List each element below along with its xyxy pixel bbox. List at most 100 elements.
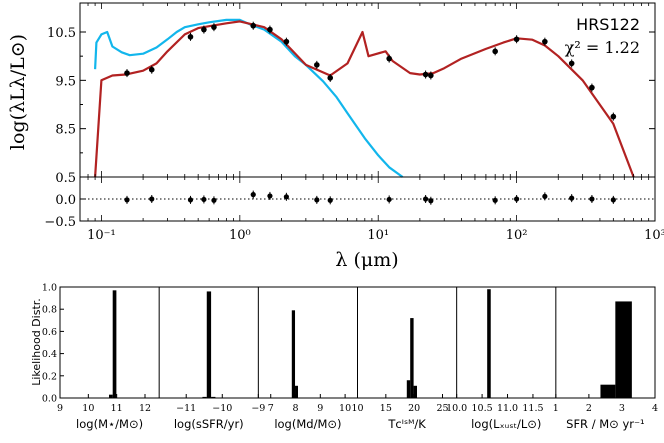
hist-xlabel: log(sSFR/yr) <box>174 417 244 431</box>
hist-y-tick-label: 0.0 <box>42 394 57 405</box>
hist-y-tick-label: 0.8 <box>42 305 57 316</box>
attenuated-model-line <box>94 20 635 178</box>
residual-point <box>428 198 434 204</box>
wavelength-axis: 10⁻¹ 10⁰ 10¹ 10² 10³ <box>79 3 664 243</box>
residual-point <box>327 197 333 203</box>
residual-point <box>124 197 130 203</box>
hist-x-tick-label: 8 <box>292 403 298 414</box>
hist-x-tick-label: 11.5 <box>522 403 543 414</box>
photometry-point <box>610 113 617 120</box>
res-tick-label: 0.0 <box>55 193 76 208</box>
photometry-point <box>283 38 290 45</box>
hist-bar <box>112 290 117 398</box>
hist-bar <box>600 384 616 398</box>
x-tick-label: 10⁰ <box>229 228 251 243</box>
photometry-point <box>492 48 498 55</box>
hist-y-tick-label: 0.6 <box>42 327 57 338</box>
x-tick-label: 10² <box>506 228 528 243</box>
photometry-point <box>386 55 392 62</box>
residual-point <box>610 197 616 203</box>
photometry-point <box>568 60 575 67</box>
photometry-point <box>542 38 548 45</box>
residual-point <box>589 196 595 202</box>
hist-x-tick-label: 10 <box>82 403 94 414</box>
sed-curves <box>94 18 635 178</box>
hist-x-tick-label: 20 <box>408 403 420 414</box>
hist-x-tick-label: 10.5 <box>472 403 493 414</box>
residual-point <box>283 194 289 200</box>
residual-point <box>542 193 548 199</box>
hist-xlabel: log(Md/M⊙) <box>274 417 341 431</box>
hist-bar <box>291 310 296 398</box>
hist-x-tick-label: −10 <box>212 403 232 414</box>
hist-x-tick-label: 15 <box>380 403 392 414</box>
photometry-point <box>267 26 273 33</box>
residual-point <box>569 195 575 201</box>
photometry-point <box>327 75 334 81</box>
residual-panel: 0.5 0.0 −0.5 10⁻¹ 10⁰ 10¹ 10² 10³ λ (μm) <box>44 3 664 271</box>
object-name: HRS122 <box>576 15 640 34</box>
hist-x-tick-label: 4 <box>652 403 658 414</box>
hist-x-tick-label: 2 <box>586 403 592 414</box>
hist-x-tick-label: 10.0 <box>446 403 467 414</box>
hist-bar <box>487 289 491 398</box>
hist-bar <box>211 396 216 398</box>
x-tick-label: 10³ <box>644 228 664 243</box>
residual-point <box>386 196 392 203</box>
residual-point <box>211 197 217 203</box>
photometry-point <box>187 34 194 40</box>
likelihood-ylabel: Likelihood Distr. <box>30 298 43 386</box>
hist-bar <box>406 380 411 398</box>
intrinsic-model-line <box>94 18 404 178</box>
hist-x-tick-label: 10 <box>351 403 363 414</box>
sed-points <box>124 21 617 121</box>
hist-y-tick-label: 0.2 <box>42 371 57 382</box>
hist-x-tick-label: 12 <box>139 403 151 414</box>
res-tick-label: 0.5 <box>55 171 76 186</box>
sed-frame <box>79 2 656 178</box>
residual-yticks: 0.5 0.0 −0.5 <box>44 171 86 230</box>
hist-x-tick-label: 10 <box>339 403 351 414</box>
y-tick-label: 10.5 <box>47 26 76 41</box>
photometry-point <box>422 71 429 78</box>
residual-point <box>514 196 520 202</box>
photometry-point <box>250 22 257 29</box>
hist-xlabel: Tᴄᴵˢᴹ/K <box>387 417 426 431</box>
hist-x-tick-label: 25 <box>436 403 448 414</box>
y-tick-label: 8.5 <box>55 123 76 138</box>
photometry-point <box>314 62 320 68</box>
hist-x-tick-label: 11 <box>111 403 123 414</box>
x-tick-label: 10⁻¹ <box>87 228 116 243</box>
sed-panel: 8.5 9.5 10.5 HRS122 χ² = 1.22 log(λLλ/L⊙) <box>7 2 656 178</box>
hist-bar <box>295 385 298 398</box>
residual-point <box>250 192 256 198</box>
photometry-point <box>124 70 130 76</box>
hist-y-tick-label: 0.4 <box>42 349 57 360</box>
photometry-point <box>148 66 155 73</box>
hist-bar <box>413 385 417 398</box>
hist-bar <box>109 394 113 398</box>
residual-point <box>149 196 155 202</box>
x-tick-label: 10¹ <box>367 228 389 243</box>
residual-point <box>267 193 273 199</box>
hist-x-tick-label: 1 <box>553 403 559 414</box>
hist-y-tick-label: 1.0 <box>42 283 57 294</box>
hist-bar <box>410 318 414 398</box>
photometry-point <box>201 26 207 33</box>
photometry-point <box>428 72 434 79</box>
hist-x-tick-label: 9 <box>317 403 323 414</box>
hist-x-tick-label: 9 <box>57 403 63 414</box>
hist-x-tick-label: −9 <box>251 403 265 414</box>
hist-x-tick-label: 11.0 <box>497 403 518 414</box>
residual-point <box>314 197 320 203</box>
hist-xlabel: log(Lₓᵤₛₜ/L⊙) <box>471 417 541 431</box>
y-tick-label: 9.5 <box>55 74 76 89</box>
hist-x-tick-label: −11 <box>176 403 196 414</box>
sed-xlabel: λ (μm) <box>335 249 398 271</box>
hist-xlabel: log(M⋆/M⊙) <box>76 417 143 431</box>
hist-x-tick-label: 3 <box>619 403 625 414</box>
hist-xlabel: SFR / M⊙ yr⁻¹ <box>566 417 645 431</box>
residual-point <box>492 197 498 203</box>
